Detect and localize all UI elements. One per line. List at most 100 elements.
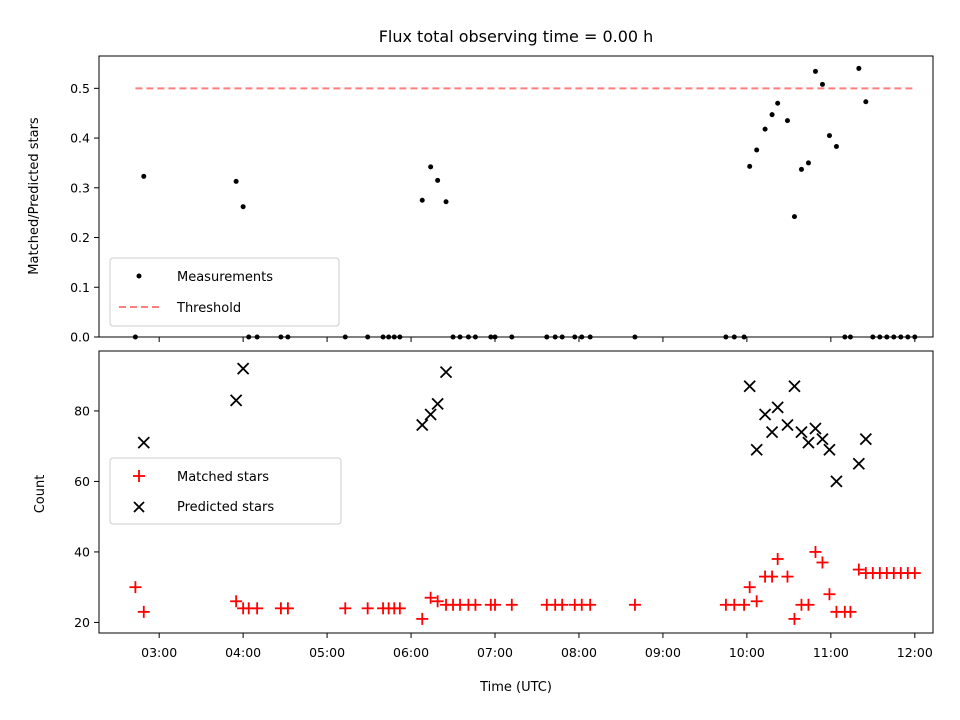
measurement-point (791, 214, 797, 220)
bottom-legend: Matched stars Predicted stars (109, 457, 342, 525)
matched-point (844, 605, 857, 618)
y-tick-label: 40 (74, 544, 90, 559)
bottom-y-axis-label: Count (33, 475, 48, 514)
matched-point (802, 598, 815, 611)
measurement-point (833, 144, 839, 150)
matched-point (743, 581, 756, 594)
y-tick-label: 0.2 (70, 230, 90, 245)
measurement-point (762, 126, 768, 132)
matched-point (809, 545, 822, 558)
matched-point (361, 602, 374, 615)
top-legend: Measurements Threshold (109, 257, 340, 327)
measurement-point (747, 163, 753, 169)
matched-point (424, 591, 437, 604)
matched-point (556, 598, 569, 611)
matched-point (816, 556, 829, 569)
predicted-point (781, 418, 794, 432)
x-tick-label: 11:00 (813, 645, 849, 660)
measurement-point (784, 118, 790, 124)
measurement-point (754, 147, 760, 153)
matched-point (771, 552, 784, 565)
measurement-point (435, 177, 441, 183)
predicted-point (795, 425, 808, 439)
matched-point (584, 598, 597, 611)
y-tick-label: 0.1 (70, 280, 90, 295)
matched-point (628, 598, 641, 611)
measurement-point (819, 81, 825, 87)
predicted-point (830, 475, 843, 488)
measurement-point (428, 164, 434, 170)
matched-point (431, 595, 444, 608)
predicted-point (816, 432, 829, 446)
legend-measurements-label: Measurements (177, 270, 273, 285)
predicted-point (137, 436, 150, 449)
measurement-point (826, 133, 832, 139)
x-tick-label: 10:00 (729, 645, 765, 660)
top-y-axis-label: Matched/Predicted stars (27, 117, 42, 275)
predicted-point (229, 394, 243, 407)
matched-point (788, 612, 801, 625)
y-tick-label: 0.5 (70, 81, 90, 96)
x-tick-label: 04:00 (225, 645, 261, 660)
predicted-point (439, 366, 453, 379)
matched-point (766, 570, 779, 583)
matched-point (781, 570, 794, 583)
predicted-point (809, 422, 822, 435)
legend-predicted-label: Predicted stars (177, 500, 274, 515)
legend-matched-label: Matched stars (177, 470, 269, 485)
matched-point (281, 602, 294, 615)
measurement-point (141, 173, 147, 179)
predicted-point (765, 425, 779, 439)
matched-point (129, 581, 142, 594)
y-tick-label: 80 (74, 403, 90, 418)
matched-point (852, 563, 865, 576)
legend-matched-marker (133, 470, 145, 482)
matched-point (393, 602, 406, 615)
x-tick-label: 03:00 (141, 645, 177, 660)
predicted-point (823, 443, 836, 456)
measurement-point (419, 197, 425, 203)
measurement-point (805, 160, 811, 166)
predicted-point (859, 432, 872, 446)
measurement-point (863, 99, 869, 105)
matched-point (823, 588, 836, 601)
matched-point (469, 598, 482, 611)
top-panel: 0.0 0.1 0.2 0.3 0.4 0.5 (70, 55, 934, 345)
predicted-point (788, 380, 801, 393)
matched-point (230, 595, 243, 608)
matched-point (339, 602, 352, 615)
matched-point (251, 602, 264, 615)
y-tick-label: 0.0 (70, 330, 90, 345)
legend-threshold-label: Threshold (176, 301, 241, 316)
predicted-point (750, 443, 763, 456)
matched-point (505, 598, 518, 611)
predicted-point (431, 397, 444, 411)
x-tick-label: 08:00 (561, 645, 597, 660)
bottom-legend-frame (109, 457, 342, 525)
matched-point (137, 605, 150, 618)
measurement-point (798, 166, 804, 172)
predicted-point (416, 418, 429, 432)
chart-title: Flux total observing time = 0.00 h (379, 27, 654, 46)
bottom-panel: 20 40 60 80 03:00 04:00 05:00 06:00 07:00 08:00 09… (74, 350, 934, 660)
measurement-point (240, 204, 246, 210)
x-tick-label: 07:00 (477, 645, 513, 660)
matched-point (416, 612, 429, 625)
top-legend-frame (109, 257, 340, 327)
matched-point (750, 595, 763, 608)
y-tick-label: 0.4 (70, 131, 90, 146)
predicted-point (771, 401, 784, 414)
measurement-point (443, 199, 449, 205)
measurement-point (769, 112, 775, 118)
legend-measurements-marker (136, 273, 142, 279)
measurement-point (856, 65, 862, 71)
matched-point (489, 598, 502, 611)
y-tick-label: 0.3 (70, 180, 90, 195)
x-axis-label: Time (UTC) (479, 680, 552, 695)
predicted-point (424, 408, 437, 421)
y-tick-label: 20 (74, 615, 90, 630)
legend-predicted-marker (133, 501, 145, 513)
predicted-point (802, 436, 815, 449)
